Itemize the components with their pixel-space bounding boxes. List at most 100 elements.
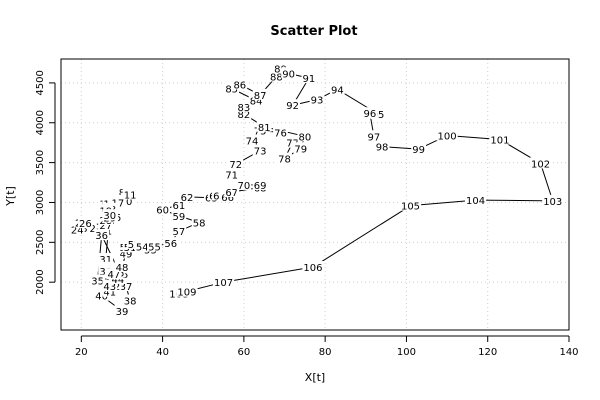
point-label-backdrop xyxy=(297,130,313,142)
point-label-backdrop xyxy=(399,199,422,211)
point-label-backdrop xyxy=(94,289,110,301)
data-point: 87 xyxy=(254,91,267,102)
data-point: 38 xyxy=(124,297,137,308)
point-label-backdrop xyxy=(94,229,110,241)
point-label-backdrop xyxy=(106,268,122,280)
series-segment xyxy=(475,199,553,202)
data-point: 22 xyxy=(83,224,96,235)
point-label-backdrop xyxy=(489,133,511,145)
y-tick-label: 4500 xyxy=(35,70,46,95)
data-point: 48 xyxy=(116,263,129,274)
point-label-backdrop xyxy=(155,203,170,215)
point-label-backdrop xyxy=(529,157,552,169)
y-tick-label: 3500 xyxy=(35,150,46,175)
data-point: 94 xyxy=(331,85,344,96)
data-point: 67 xyxy=(225,188,238,199)
chart-title: Scatter Plot xyxy=(270,24,357,39)
point-label-backdrop xyxy=(171,198,187,210)
x-tick-label: 140 xyxy=(559,347,578,358)
data-point: 24 xyxy=(71,226,84,237)
point-label-backdrop xyxy=(362,107,378,119)
data-point: 33 xyxy=(99,267,112,278)
data-point: 107 xyxy=(214,278,233,289)
point-label-backdrop xyxy=(411,143,427,155)
point-label-backdrop xyxy=(302,261,324,273)
point-label-backdrop xyxy=(147,240,162,252)
point-label-backdrop xyxy=(77,217,93,229)
point-label-backdrop xyxy=(366,130,382,142)
x-tick-label: 100 xyxy=(397,347,416,358)
data-point: 65 xyxy=(213,191,226,202)
point-label-backdrop xyxy=(268,70,284,82)
data-point: 26 xyxy=(79,219,92,230)
data-point: 89 xyxy=(274,65,287,76)
point-label-backdrop xyxy=(110,196,126,208)
point-label-backdrop xyxy=(285,99,301,111)
data-point: 66 xyxy=(221,193,234,204)
point-label-backdrop xyxy=(102,280,118,292)
data-point: 99 xyxy=(412,145,425,156)
data-point: 102 xyxy=(531,159,550,170)
point-label-backdrop xyxy=(98,265,114,277)
point-label-backdrop xyxy=(252,144,268,156)
plot-frame xyxy=(60,58,570,331)
data-point: 40 xyxy=(95,292,108,303)
data-point: 10 xyxy=(120,197,133,208)
data-point: 27 xyxy=(99,221,112,232)
data-point: 88 xyxy=(270,73,283,84)
data-point: 98 xyxy=(376,143,389,154)
point-label-backdrop xyxy=(244,134,260,146)
x-tick-label: 80 xyxy=(319,347,332,358)
data-point: 60 xyxy=(156,206,169,217)
data-point: 43 xyxy=(103,282,116,293)
data-point: 61 xyxy=(172,201,185,212)
data-point: 52 xyxy=(128,240,141,251)
data-point: 47 xyxy=(107,270,120,281)
point-label-backdrop xyxy=(370,107,386,119)
y-axis-label: Y[t] xyxy=(4,186,17,207)
data-point: 81 xyxy=(258,123,271,134)
data-point: 80 xyxy=(298,132,311,143)
point-label-backdrop xyxy=(191,216,207,228)
data-point: 57 xyxy=(172,227,185,238)
point-label-backdrop xyxy=(252,178,268,190)
point-label-backdrop xyxy=(277,152,292,164)
point-label-backdrop xyxy=(176,285,198,297)
data-point: 37 xyxy=(120,282,133,293)
data-point: 93 xyxy=(311,96,324,107)
point-label-backdrop xyxy=(118,280,134,292)
point-label-backdrop xyxy=(273,126,288,138)
point-label-backdrop xyxy=(464,194,487,206)
point-label-backdrop xyxy=(309,93,325,105)
data-point: 76 xyxy=(274,128,287,139)
data-point: 105 xyxy=(401,202,420,213)
series-segment xyxy=(540,163,554,202)
data-point: 85 xyxy=(225,84,238,95)
point-label-backdrop xyxy=(285,136,301,148)
data-point: 39 xyxy=(116,307,129,318)
x-tick-label: 20 xyxy=(75,347,88,358)
point-label-backdrop xyxy=(248,94,264,106)
point-label-backdrop xyxy=(236,107,252,119)
data-point: 55 xyxy=(148,242,161,253)
data-point: 109 xyxy=(177,288,196,299)
data-point: 95 xyxy=(372,110,385,121)
point-label-backdrop xyxy=(228,158,244,170)
data-point: 97 xyxy=(368,132,381,143)
y-tick-label: 4000 xyxy=(35,110,46,135)
data-point: 82 xyxy=(238,110,251,121)
point-label-backdrop xyxy=(179,190,195,202)
point-label-backdrop xyxy=(114,304,130,316)
point-label-backdrop xyxy=(102,197,118,209)
x-tick-label: 40 xyxy=(156,347,169,358)
point-label-backdrop xyxy=(118,194,134,206)
y-tick-label: 2000 xyxy=(35,269,46,294)
point-label-backdrop xyxy=(236,100,252,112)
data-point: 31 xyxy=(99,255,112,266)
data-point: 30 xyxy=(103,211,116,222)
point-label-backdrop xyxy=(102,209,118,221)
data-point: 78 xyxy=(278,155,291,166)
data-point: 83 xyxy=(238,103,251,114)
point-label-backdrop xyxy=(69,223,85,235)
